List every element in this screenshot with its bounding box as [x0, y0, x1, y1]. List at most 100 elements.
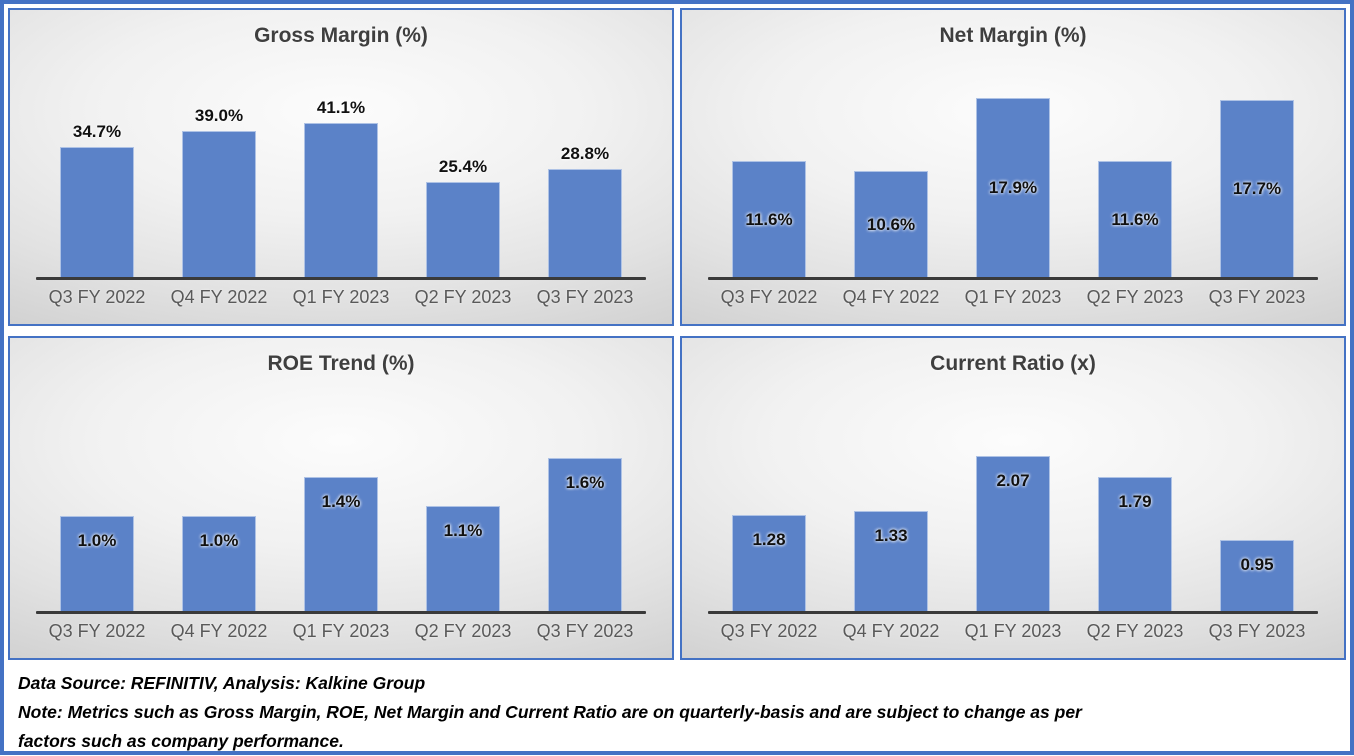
bar: 1.79 — [1098, 476, 1172, 611]
category-label: Q1 FY 2023 — [964, 287, 1062, 307]
x-axis-line — [708, 277, 1318, 280]
category-label: Q2 FY 2023 — [1086, 287, 1184, 307]
category-axis: Q3 FY 2022 Q4 FY 2022 Q1 FY 2023 Q2 FY 2023… — [708, 621, 1318, 642]
bar: 1.4% — [304, 477, 378, 611]
category-label: Q1 FY 2023 — [292, 621, 390, 641]
plot-area: 34.7% 39.0% 41.1% 25.4% 28.8% Q3 FY 2022 Q4 F… — [10, 48, 672, 324]
bar-column: 1.28 — [708, 401, 830, 611]
roe-trend-chart-panel: ROE Trend (%) 1.0% 1.0% 1.4% 1.1% 1.6% Q3 FY… — [8, 336, 674, 660]
bar-column: 2.07 — [952, 401, 1074, 611]
bar-value-label: 25.4% — [438, 156, 488, 176]
chart-title: Net Margin (%) — [939, 24, 1087, 47]
bar: 34.7% — [60, 122, 134, 277]
chart-title: Gross Margin (%) — [254, 24, 428, 47]
bar: 10.6% — [854, 171, 928, 277]
category-axis: Q3 FY 2022 Q4 FY 2022 Q1 FY 2023 Q2 FY 2023… — [708, 287, 1318, 308]
bar-value-label: 17.7% — [1232, 179, 1282, 198]
bar-column: 10.6% — [830, 67, 952, 277]
bar-value-label: 1.4% — [321, 492, 361, 512]
category-label: Q3 FY 2023 — [536, 621, 634, 641]
category-label: Q3 FY 2023 — [1208, 287, 1306, 307]
bar-column: 1.0% — [158, 401, 280, 611]
bar-column: 39.0% — [158, 67, 280, 277]
bar-value-label: 1.0% — [199, 530, 239, 550]
bar: 1.0% — [60, 515, 134, 611]
bar-value-label: 41.1% — [316, 97, 366, 117]
bar-column: 17.7% — [1196, 67, 1318, 277]
bar-value-label: 1.6% — [565, 473, 605, 493]
bar: 17.9% — [976, 98, 1050, 277]
note-line-1: Note: Metrics such as Gross Margin, ROE,… — [18, 702, 1082, 722]
bar-value-label: 1.33 — [874, 526, 908, 546]
bar-column: 11.6% — [708, 67, 830, 277]
bar-value-label: 11.6% — [1111, 209, 1159, 229]
bar: 1.6% — [548, 458, 622, 611]
bar: 1.28 — [732, 515, 806, 611]
category-label: Q4 FY 2022 — [842, 287, 940, 307]
bar: 25.4% — [426, 157, 500, 277]
bars-region: 1.0% 1.0% 1.4% 1.1% 1.6% — [36, 401, 646, 611]
bar-value-label: 2.07 — [996, 470, 1030, 490]
category-label: Q1 FY 2023 — [964, 621, 1062, 641]
category-label: Q3 FY 2022 — [720, 287, 818, 307]
bar-column: 1.0% — [36, 401, 158, 611]
bar: 0.95 — [1220, 539, 1294, 611]
bar-column: 34.7% — [36, 67, 158, 277]
chart-title: ROE Trend (%) — [267, 352, 415, 375]
data-source-line: Data Source: REFINITIV, Analysis: Kalkin… — [18, 673, 426, 693]
bar-value-label: 34.7% — [72, 121, 122, 141]
bar-column: 41.1% — [280, 67, 402, 277]
bar-column: 1.79 — [1074, 401, 1196, 611]
bar-column: 17.9% — [952, 67, 1074, 277]
plot-area: 11.6% 10.6% 17.9% 11.6% 17.7% Q3 FY 2022 Q4 F… — [682, 48, 1344, 324]
category-label: Q3 FY 2022 — [48, 287, 146, 307]
bars-region: 11.6% 10.6% 17.9% 11.6% 17.7% — [708, 67, 1318, 277]
bar-column: 1.33 — [830, 401, 952, 611]
category-label: Q1 FY 2023 — [292, 287, 390, 307]
plot-area: 1.0% 1.0% 1.4% 1.1% 1.6% Q3 FY 2022 Q4 FY 202… — [10, 376, 672, 658]
bar: 39.0% — [182, 106, 256, 277]
bar-value-label: 11.6% — [745, 209, 793, 229]
category-label: Q2 FY 2023 — [1086, 621, 1184, 641]
bar-value-label: 39.0% — [194, 105, 244, 125]
category-label: Q2 FY 2023 — [414, 287, 512, 307]
bar: 1.0% — [182, 515, 256, 611]
net-margin-chart-panel: Net Margin (%) 11.6% 10.6% 17.9% 11.6% 17.7%… — [680, 8, 1346, 326]
plot-area: 1.28 1.33 2.07 1.79 0.95 Q3 FY 2022 Q4 FY 202… — [682, 376, 1344, 658]
charts-grid: Gross Margin (%) 34.7% 39.0% 41.1% 25.4% 28.… — [8, 8, 1346, 660]
bar-column: 25.4% — [402, 67, 524, 277]
bar: 17.7% — [1220, 100, 1294, 277]
category-label: Q2 FY 2023 — [414, 621, 512, 641]
footer-note: Data Source: REFINITIV, Analysis: Kalkin… — [8, 660, 1346, 756]
category-label: Q4 FY 2022 — [842, 621, 940, 641]
category-label: Q3 FY 2023 — [1208, 621, 1306, 641]
bar-value-label: 28.8% — [560, 144, 610, 163]
bar-column: 1.4% — [280, 401, 402, 611]
category-axis: Q3 FY 2022 Q4 FY 2022 Q1 FY 2023 Q2 FY 2023… — [36, 621, 646, 642]
category-label: Q3 FY 2023 — [536, 287, 634, 307]
category-axis: Q3 FY 2022 Q4 FY 2022 Q1 FY 2023 Q2 FY 2023… — [36, 287, 646, 308]
category-label: Q4 FY 2022 — [170, 621, 268, 641]
bar-value-label: 10.6% — [866, 214, 916, 234]
bar-column: 1.6% — [524, 401, 646, 611]
bar-value-label: 1.28 — [752, 530, 786, 549]
x-axis-line — [708, 611, 1318, 614]
bar-value-label: 17.9% — [988, 178, 1038, 197]
x-axis-line — [36, 277, 646, 280]
x-axis-line — [36, 611, 646, 614]
bar-value-label: 1.1% — [443, 521, 483, 540]
bar-value-label: 1.79 — [1118, 491, 1152, 511]
bar: 11.6% — [1098, 161, 1172, 277]
bar-value-label: 0.95 — [1240, 554, 1274, 574]
gross-margin-chart-panel: Gross Margin (%) 34.7% 39.0% 41.1% 25.4% 28.… — [8, 8, 674, 326]
bar: 2.07 — [976, 455, 1050, 611]
bar-column: 11.6% — [1074, 67, 1196, 277]
bar: 11.6% — [732, 161, 806, 277]
category-label: Q4 FY 2022 — [170, 287, 268, 307]
bar-column: 28.8% — [524, 67, 646, 277]
bar: 28.8% — [548, 144, 622, 277]
category-label: Q3 FY 2022 — [48, 621, 146, 641]
note-line-2: factors such as company performance. — [18, 731, 344, 751]
chart-title: Current Ratio (x) — [930, 352, 1096, 375]
